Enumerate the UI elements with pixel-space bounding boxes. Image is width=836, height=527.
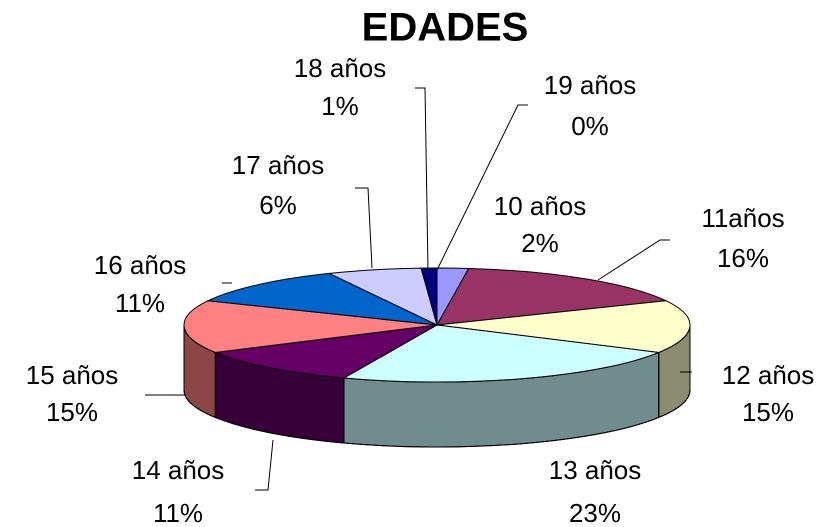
slice-label: 10 años: [494, 191, 587, 221]
slice: [436, 267, 668, 326]
slice-label: 14 años: [132, 455, 225, 485]
slice-label: 16 años: [94, 250, 187, 280]
leader-line: [255, 439, 274, 491]
slice: [420, 267, 438, 326]
chart-title: EDADES: [362, 6, 529, 50]
slice: [342, 324, 661, 383]
slice: [213, 324, 438, 379]
value-label: 1%: [321, 91, 359, 121]
slice-label: 11años: [701, 203, 784, 233]
value-label: 0%: [571, 111, 609, 141]
slice-label: 19 años: [544, 70, 637, 100]
slice-label: 15 años: [26, 360, 119, 390]
value-label: 15%: [742, 397, 794, 427]
leader-line: [415, 87, 429, 271]
value-label: 15%: [46, 397, 98, 427]
slice: [436, 300, 691, 353]
value-label: 11%: [115, 288, 165, 318]
slice-label: 12 años: [722, 360, 815, 390]
leader-line: [355, 187, 373, 269]
slice: [183, 300, 438, 353]
leader-line: [597, 239, 670, 281]
slice: [206, 272, 438, 326]
slice-label: 17 años: [232, 150, 325, 180]
slice-label: 13 años: [549, 455, 642, 485]
value-label: 23%: [569, 498, 621, 527]
leader-line: [436, 104, 528, 271]
value-label: 11%: [153, 498, 203, 527]
value-label: 16%: [717, 243, 769, 273]
value-label: 2%: [521, 228, 559, 258]
value-label: 6%: [259, 190, 297, 220]
slice-label: 18 años: [294, 53, 387, 83]
